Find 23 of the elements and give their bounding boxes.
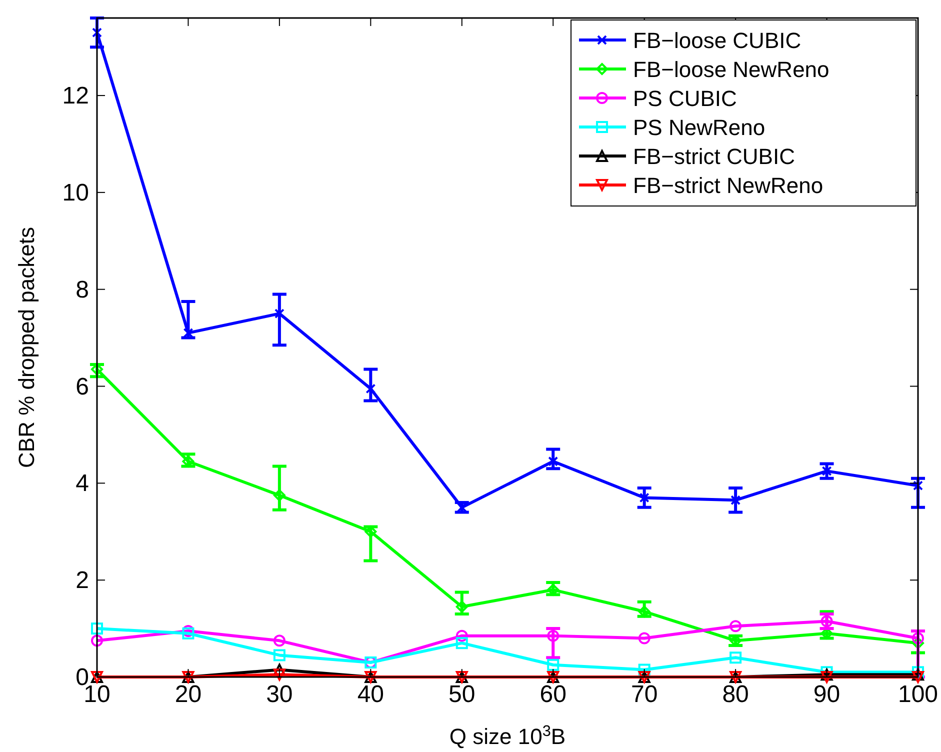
- y-axis-title: CBR % dropped packets: [14, 227, 39, 468]
- y-tick-label: 4: [76, 470, 89, 498]
- x-tick-label: 100: [898, 681, 938, 708]
- legend-label: FB−loose CUBIC: [633, 28, 802, 53]
- y-tick-label: 6: [76, 373, 89, 400]
- legend-label: FB−loose NewReno: [633, 57, 830, 82]
- x-tick-label: 50: [448, 681, 476, 708]
- y-tick-label: 2: [76, 567, 89, 594]
- x-tick-label: 80: [722, 681, 749, 708]
- x-tick-label: 60: [540, 681, 566, 708]
- y-tick-label: 12: [62, 82, 89, 110]
- x-tick-label: 40: [357, 681, 384, 708]
- legend-label: PS NewReno: [633, 115, 766, 140]
- x-tick-label: 30: [266, 681, 293, 708]
- legend-label: PS CUBIC: [633, 86, 738, 111]
- y-tick-label: 10: [62, 179, 89, 206]
- legend-label: FB−strict CUBIC: [633, 144, 796, 169]
- x-tick-label: 90: [813, 681, 840, 708]
- x-tick-label: 70: [630, 681, 658, 708]
- x-tick-label: 20: [174, 681, 202, 708]
- x-axis-title: Q size 10$^{3}$B: [449, 722, 566, 749]
- y-tick-label: 8: [76, 276, 89, 304]
- legend-label: FB−strict NewReno: [633, 173, 824, 198]
